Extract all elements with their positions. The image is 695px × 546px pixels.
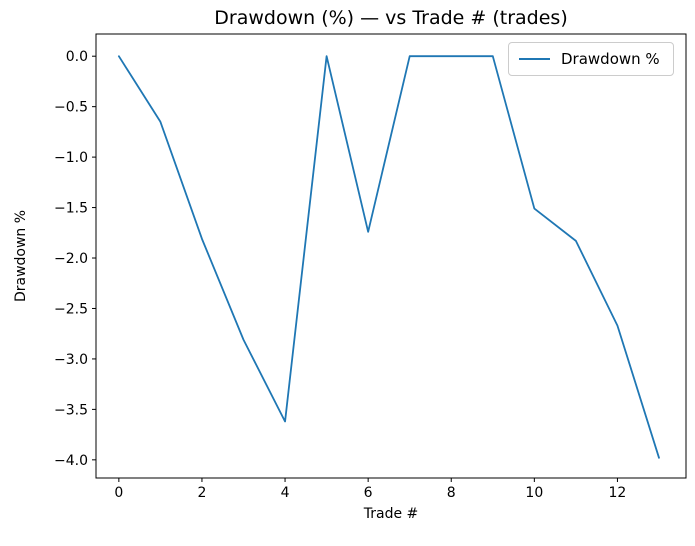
- drawdown-line: [117, 55, 660, 459]
- x-tick-label: 12: [609, 485, 627, 501]
- x-axis-label: Trade #: [363, 506, 419, 522]
- y-tick-label: −2.0: [54, 251, 88, 267]
- x-tick-label: 6: [364, 485, 373, 501]
- y-tick-label: −3.0: [54, 352, 88, 368]
- y-tick-label: −4.0: [54, 453, 88, 469]
- y-tick-label: −1.0: [54, 150, 88, 166]
- x-tick-label: 4: [281, 485, 290, 501]
- legend-label: Drawdown %: [561, 50, 660, 68]
- x-tick-label: 0: [114, 485, 123, 501]
- y-tick-label: −1.5: [54, 201, 88, 217]
- y-tick-label: −0.5: [54, 100, 88, 116]
- y-tick-label: −3.5: [54, 402, 88, 418]
- y-axis-label: Drawdown %: [13, 209, 29, 303]
- x-tick-label: 8: [447, 485, 456, 501]
- legend: Drawdown %: [508, 42, 674, 76]
- y-tick-label: −2.5: [54, 301, 88, 317]
- chart-title: Drawdown (%) — vs Trade # (trades): [214, 7, 568, 29]
- axes-frame: [95, 33, 687, 479]
- y-tick-label: 0.0: [66, 49, 88, 65]
- x-tick-label: 2: [197, 485, 206, 501]
- legend-line-sample: [519, 58, 550, 60]
- x-tick-label: 10: [525, 485, 543, 501]
